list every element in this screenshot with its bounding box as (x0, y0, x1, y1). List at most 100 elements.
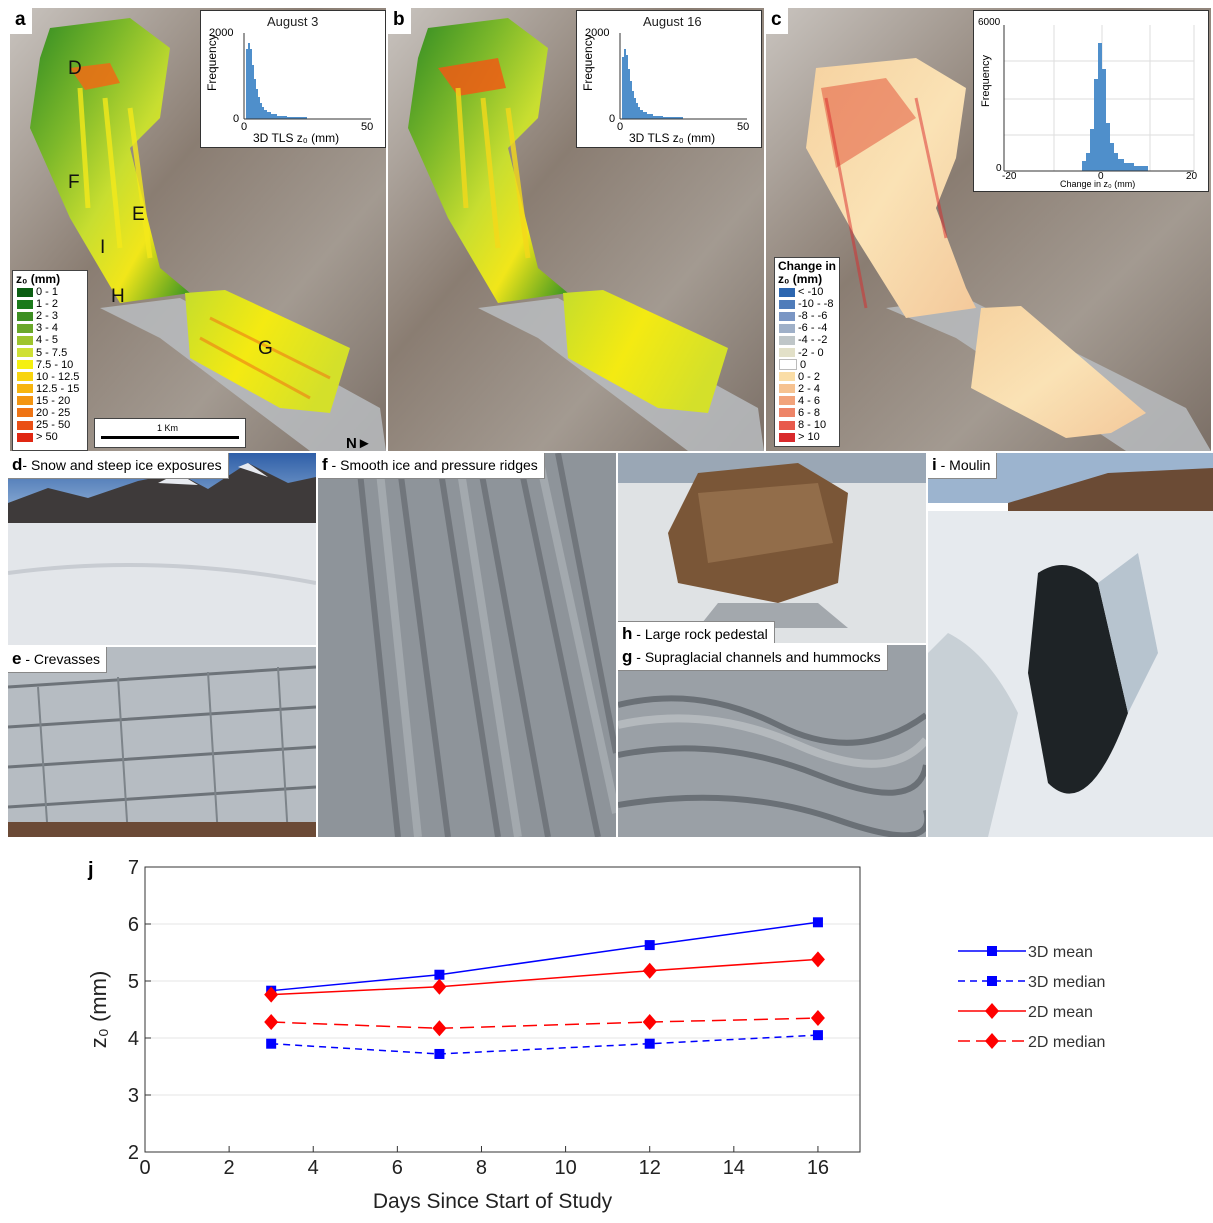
photo-i-moulin: i - Moulin (928, 453, 1213, 837)
z0-legend-entry: 7.5 - 10 (13, 359, 87, 371)
change-legend-label: 0 - 2 (798, 370, 821, 383)
histogram-a-inset: August 3 Frequency 2000 0 0 50 3D TLS z₀… (200, 10, 386, 148)
legend-label-3d-median: 3D median (1028, 974, 1105, 991)
photo-h-label: h - Large rock pedestal (618, 621, 775, 643)
histogram-a-title: August 3 (267, 14, 319, 29)
panel-b-map: b August 16 Frequency 2000 0 0 50 3D TLS… (388, 8, 764, 451)
z0-legend-entry: > 50 (13, 431, 87, 443)
z0-legend-label: 20 - 25 (36, 406, 71, 419)
z0-legend-entry: 12.5 - 15 (13, 383, 87, 395)
change-legend-entry: 8 - 10 (775, 419, 839, 431)
histogram-b-xmax: 50 (737, 121, 750, 133)
change-legend-swatch (779, 408, 795, 418)
photo-e-crevasses: e - Crevasses (8, 647, 316, 837)
change-legend-label: 6 - 8 (798, 406, 821, 419)
legend-change-title-2: z₀ (mm) (778, 272, 823, 286)
change-legend-swatch (779, 432, 795, 442)
change-legend-entry: -4 - -2 (775, 334, 839, 346)
z0-legend-swatch (17, 396, 33, 406)
data-point-2d-median (432, 1020, 447, 1037)
data-point-3d-median (812, 1030, 823, 1041)
z0-legend-entry: 10 - 12.5 (13, 371, 87, 383)
z0-legend-entry: 4 - 5 (13, 334, 87, 346)
series-line-3d-median (271, 1034, 818, 1055)
map-label-e: E (132, 204, 145, 225)
photo-e-letter: e (12, 649, 22, 668)
change-legend-entry: < -10 (775, 286, 839, 298)
histogram-c-y0: 0 (996, 163, 1002, 174)
x-tick-label: 4 (308, 1157, 319, 1179)
data-point-3d-mean (644, 940, 655, 951)
y-axis-label: z₀ (mm) (86, 971, 111, 1049)
z0-legend-swatch (17, 420, 33, 430)
z0-legend-swatch (17, 432, 33, 442)
legend-z0-title: z₀ (mm) (16, 272, 61, 286)
panel-letter-c: c (766, 8, 788, 34)
z0-legend-swatch (17, 335, 33, 345)
z0-legend-entry: 0 - 1 (13, 286, 87, 298)
z0-legend-swatch (17, 287, 33, 297)
z0-legend-label: 7.5 - 10 (36, 358, 74, 371)
photo-e-label: e - Crevasses (8, 647, 108, 673)
histogram-a-ymax: 2000 (209, 27, 234, 39)
z0-legend-entry: 2 - 3 (13, 310, 87, 322)
z0-legend-swatch (17, 311, 33, 321)
photo-i-label: i - Moulin (928, 453, 998, 479)
histogram-c-x0: 0 (1098, 171, 1104, 182)
legend-label-3d-mean: 3D mean (1028, 944, 1093, 961)
photo-f-letter: f (322, 455, 328, 474)
map-label-i: I (100, 237, 106, 258)
change-legend-entry: 0 (775, 359, 839, 371)
photo-f-smooth-ice: f - Smooth ice and pressure ridges (318, 453, 616, 837)
histogram-b-ymax: 2000 (585, 27, 610, 39)
z0-legend-label: 0 - 1 (36, 286, 59, 299)
data-point-3d-mean (434, 969, 445, 980)
histogram-a-xmax: 50 (361, 121, 374, 133)
change-legend-swatch (779, 323, 795, 333)
histogram-c-ymax: 6000 (978, 17, 1001, 28)
change-legend-label: -10 - -8 (798, 298, 834, 311)
histogram-a-bars (246, 43, 307, 119)
histogram-b-x0: 0 (617, 121, 624, 133)
legend-marker-3d-median (987, 976, 997, 986)
histogram-b-bars (622, 49, 683, 119)
change-legend-entry: 4 - 6 (775, 395, 839, 407)
data-point-3d-median (266, 1038, 277, 1049)
legend-marker-3d-mean (987, 946, 997, 956)
photo-g-caption: - Supraglacial channels and hummocks (632, 649, 881, 665)
histogram-c-xmin: -20 (1002, 171, 1017, 182)
histogram-b-title: August 16 (643, 14, 702, 29)
x-tick-label: 0 (139, 1157, 150, 1179)
legend-marker-2d-median (985, 1033, 999, 1049)
y-tick-label: 3 (128, 1085, 139, 1107)
change-legend-swatch (779, 359, 797, 371)
histogram-a-y0: 0 (233, 113, 240, 125)
z0-legend-entry: 3 - 4 (13, 322, 87, 334)
photo-h-caption: - Large rock pedestal (632, 626, 768, 642)
photo-e-caption: - Crevasses (21, 651, 101, 667)
data-point-2d-mean (810, 951, 825, 968)
y-tick-label: 7 (128, 857, 139, 879)
histogram-b-y0: 0 (609, 113, 616, 125)
photo-d-letter: d (12, 455, 23, 474)
photo-g-channels: g - Supraglacial channels and hummocks (618, 645, 926, 837)
change-legend-entry: > 10 (775, 431, 839, 443)
change-legend-swatch (779, 287, 795, 297)
histogram-b-inset: August 16 Frequency 2000 0 0 50 3D TLS z… (576, 10, 762, 148)
change-legend-label: 2 - 4 (798, 382, 821, 395)
histogram-c-ylabel: Frequency (980, 55, 992, 107)
north-arrow: N► (346, 435, 372, 451)
change-legend-entry: 2 - 4 (775, 383, 839, 395)
scale-bar-label: 1 Km (157, 423, 179, 433)
change-legend-swatch (779, 420, 795, 430)
change-legend-label: 0 (800, 358, 807, 371)
legend-label-2d-mean: 2D mean (1028, 1004, 1093, 1021)
change-legend-swatch (779, 348, 795, 358)
photo-i-letter: i (932, 455, 937, 474)
photo-i-caption: - Moulin (936, 457, 991, 473)
photo-h-rock-pedestal: h - Large rock pedestal (618, 453, 926, 643)
change-legend-swatch (779, 396, 795, 406)
legend-change-z0: Change in z₀ (mm) < -10 -10 - -8 -8 - -6 -6… (774, 257, 840, 447)
panel-a-map: a D F E I H G August 3 Frequency 2000 0 … (10, 8, 386, 451)
